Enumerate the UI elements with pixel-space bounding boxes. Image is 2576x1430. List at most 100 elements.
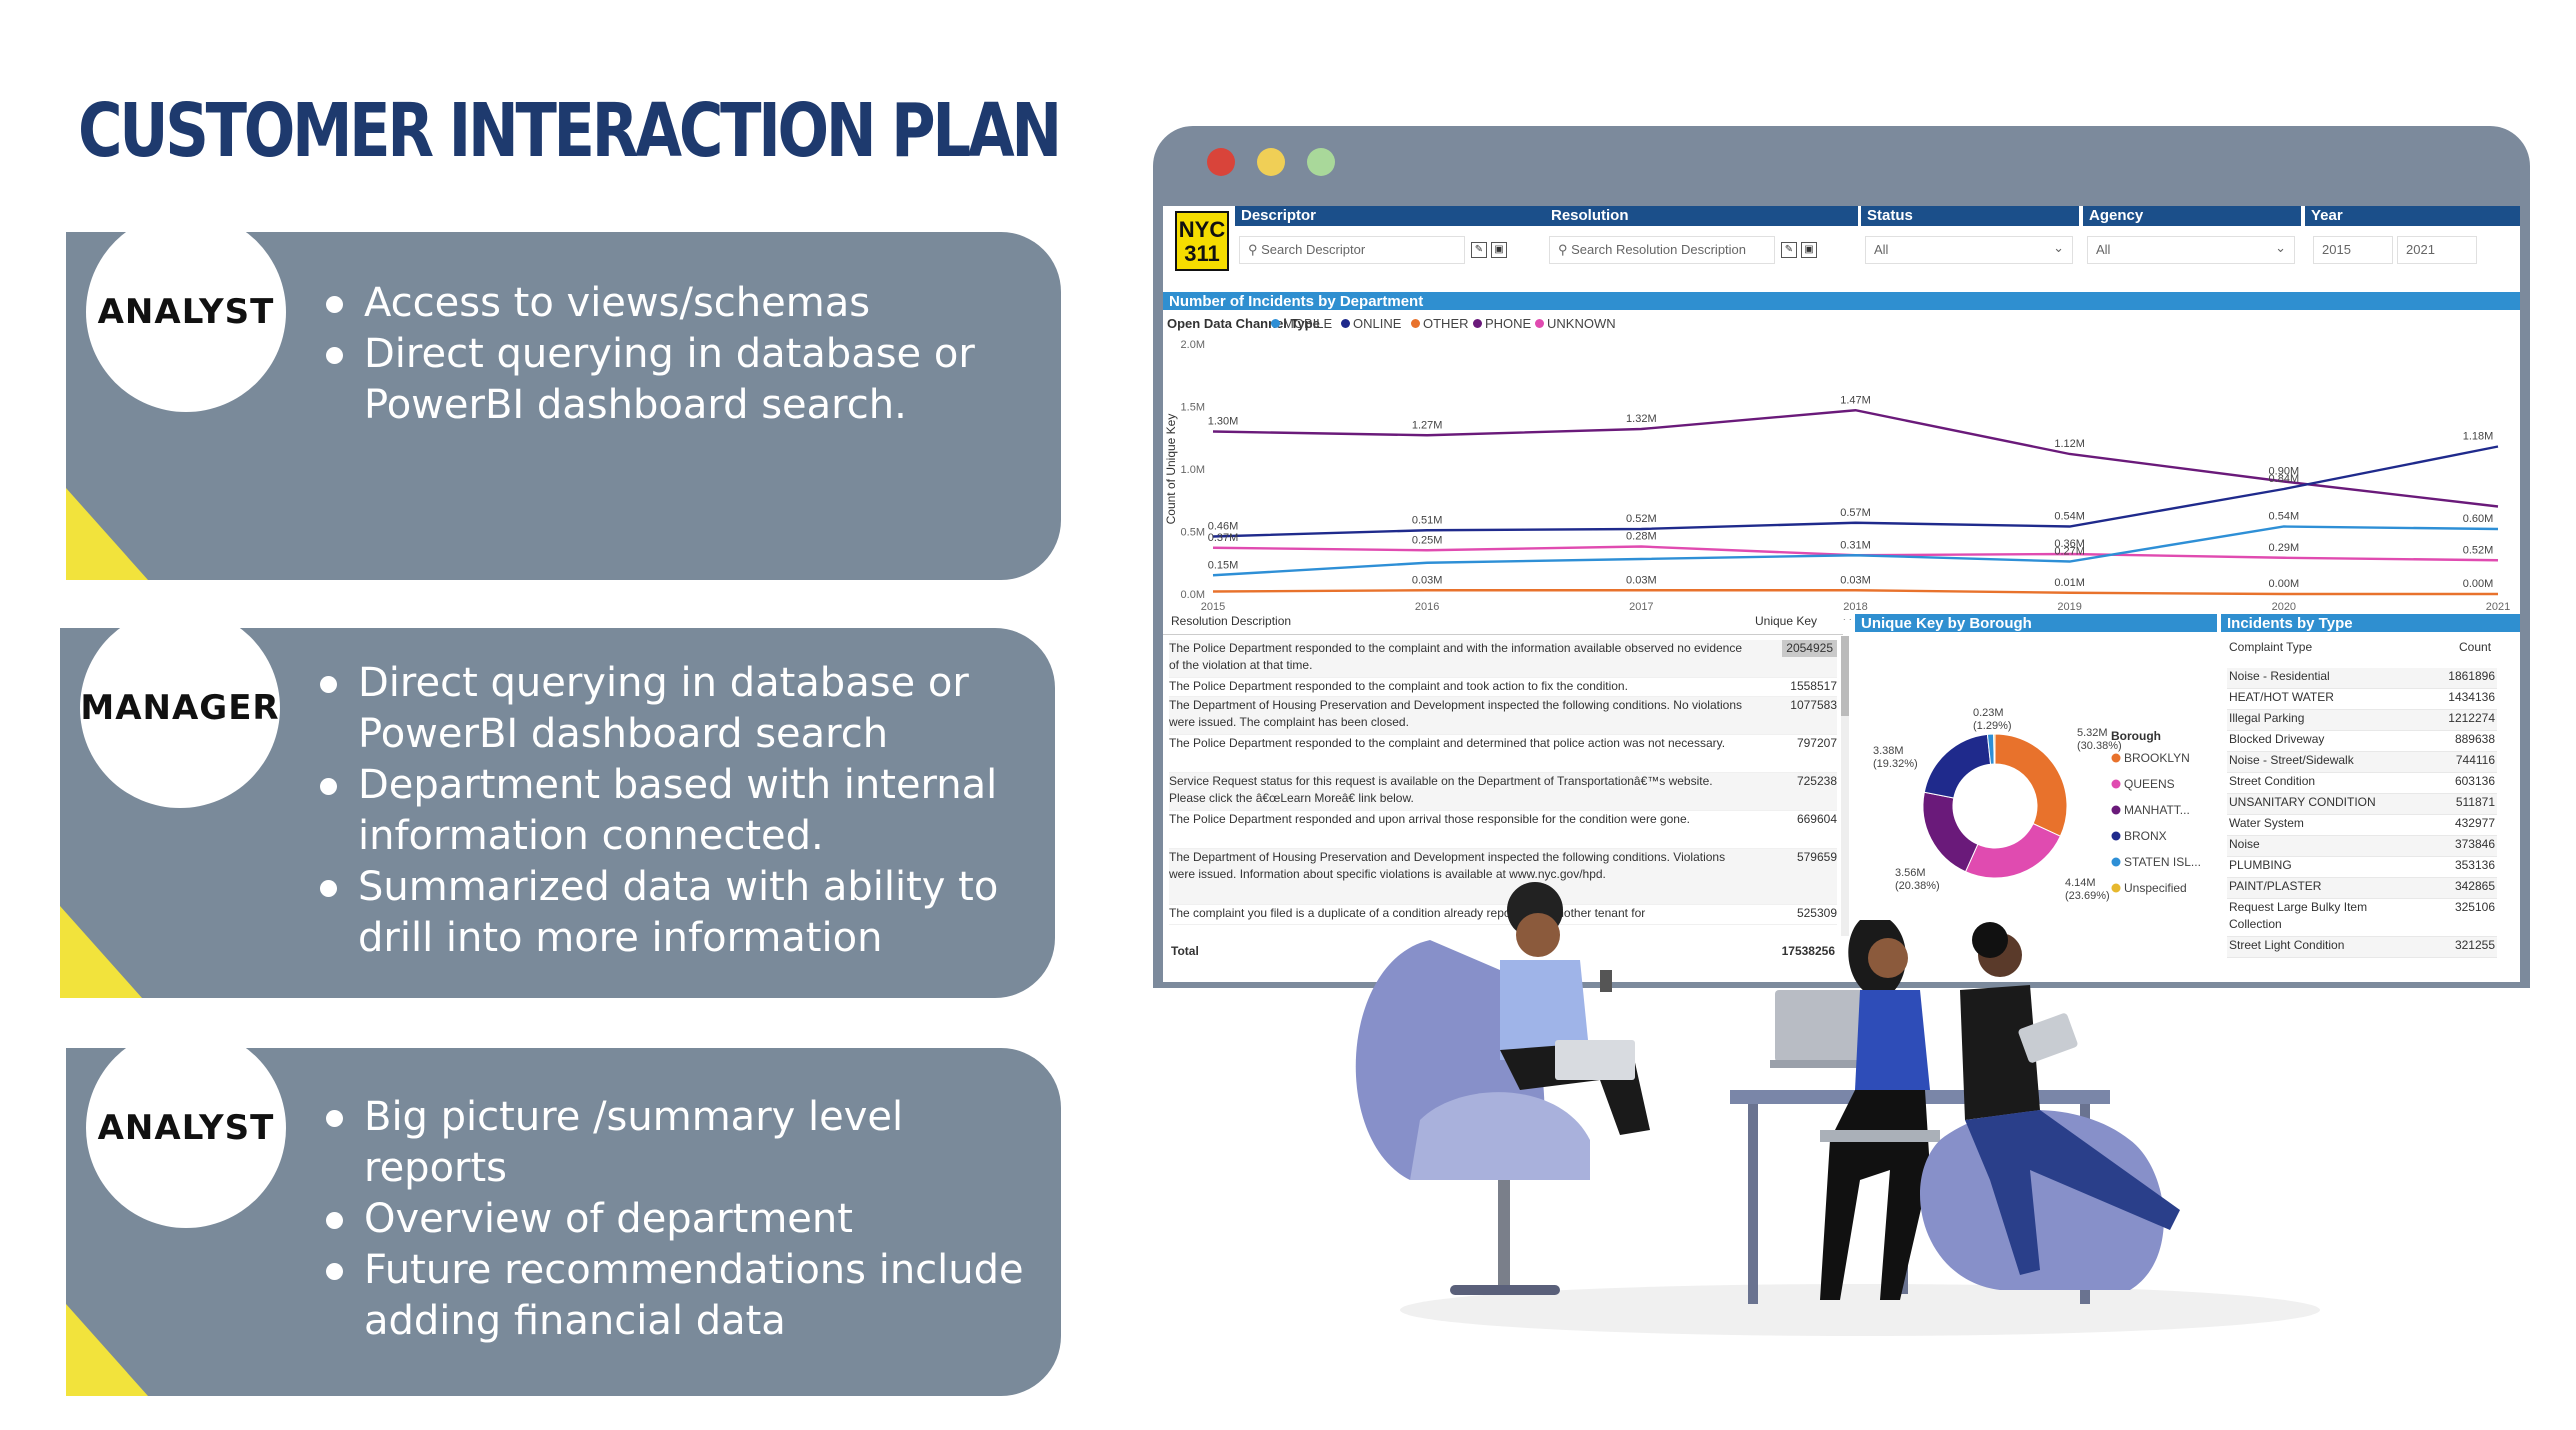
table-row[interactable]: The Police Department responded and upon… [1169, 811, 1837, 849]
x-tick-label: 2018 [1843, 601, 1867, 613]
line-section-title: Number of Incidents by Department [1163, 292, 2520, 310]
donut-slice-unspecified[interactable] [1993, 733, 1996, 765]
table-row[interactable]: Water System 432977 [2227, 815, 2497, 836]
x-tick-label: 2015 [1201, 601, 1225, 613]
legend-swatch [2111, 779, 2121, 789]
row-description: The Department of Housing Preservation a… [1169, 850, 1726, 881]
table-row[interactable]: UNSANITARY CONDITION 511871 [2227, 794, 2497, 815]
col-header-description[interactable]: Resolution Description [1171, 614, 1292, 628]
row-value: 1558517 [1790, 679, 1837, 693]
table-row[interactable]: Illegal Parking 1212274 [2227, 710, 2497, 731]
legend-item[interactable]: UNKNOWN [1535, 316, 1616, 331]
year-to-input[interactable]: 2021 [2397, 236, 2477, 264]
col-header-unique-key[interactable]: Unique Key [1755, 614, 1818, 628]
donut-slice-bronx[interactable] [1923, 733, 1992, 799]
eraser-icon[interactable]: ✎ [1781, 242, 1797, 258]
bullet-item: Direct querying in database or PowerBI d… [324, 329, 1044, 431]
minimize-dot-icon[interactable] [1257, 148, 1285, 176]
table-row[interactable]: HEAT/HOT WATER 1434136 [2227, 689, 2497, 710]
row-count: 1212274 [2448, 711, 2495, 725]
status-dropdown[interactable]: All ⌄ [1865, 236, 2073, 264]
legend-label: PHONE [1485, 316, 1532, 331]
table-row[interactable]: Street Light Condition 321255 [2227, 937, 2497, 958]
table-row[interactable]: PAINT/PLASTER 342865 [2227, 878, 2497, 899]
table-row[interactable]: The Police Department responded to the c… [1169, 640, 1837, 678]
year-header: Year [2305, 206, 2520, 226]
table-scrollbar[interactable] [1841, 636, 1849, 936]
person-woman [1820, 920, 1940, 1300]
borough-legend-item[interactable]: Unspecified [2124, 881, 2187, 895]
legend-swatch [1473, 319, 1482, 328]
borough-legend-title: Borough [2111, 729, 2161, 743]
row-type: Noise [2229, 837, 2260, 851]
table-row[interactable]: The Department of Housing Preservation a… [1169, 697, 1837, 735]
maximize-dot-icon[interactable] [1307, 148, 1335, 176]
data-label: 0.03M [1626, 574, 1657, 586]
table-row[interactable]: Noise - Street/Sidewalk 744116 [2227, 752, 2497, 773]
legend-item[interactable]: PHONE [1473, 316, 1531, 331]
row-description: The Police Department responded to the c… [1169, 736, 1726, 750]
borough-legend-item[interactable]: QUEENS [2124, 777, 2175, 791]
data-label: 0.00M [2463, 578, 2494, 590]
y-tick-label: 1.5M [1181, 402, 1205, 414]
table-row[interactable]: Street Condition 603136 [2227, 773, 2497, 794]
table-row[interactable]: Blocked Driveway 889638 [2227, 731, 2497, 752]
col-header-complaint-type[interactable]: Complaint Type [2229, 640, 2313, 654]
row-type: PAINT/PLASTER [2229, 879, 2322, 893]
dashboard-screen: NYC 311 Descriptor ⚲ Search Descriptor ✎… [1163, 206, 2520, 982]
filter-clear-icon[interactable]: ▣ [1801, 242, 1817, 258]
donut-slice-queens[interactable] [1964, 822, 2062, 879]
table-row[interactable]: PLUMBING 353136 [2227, 857, 2497, 878]
legend-item[interactable]: MOBILE [1271, 316, 1332, 331]
filter-clear-icon[interactable]: ▣ [1491, 242, 1507, 258]
borough-legend-item[interactable]: BROOKLYN [2124, 751, 2190, 765]
type-section-title: Incidents by Type [2221, 614, 2520, 632]
series-line-other[interactable] [1212, 589, 2498, 596]
egg-chair-left [1355, 940, 1590, 1295]
x-tick-label: 2019 [2057, 601, 2081, 613]
scrollbar-thumb[interactable] [1841, 636, 1849, 716]
table-row[interactable]: The Police Department responded to the c… [1169, 735, 1837, 773]
eraser-icon[interactable]: ✎ [1471, 242, 1487, 258]
data-label: 0.84M [2269, 473, 2300, 485]
series-line-online[interactable] [1212, 445, 2499, 538]
data-label: 0.37M [1208, 532, 1239, 544]
borough-legend-item[interactable]: STATEN ISL... [2124, 855, 2201, 869]
table-row[interactable]: Service Request status for this request … [1169, 773, 1837, 811]
donut-slice-manhatt[interactable] [1922, 791, 1979, 873]
borough-legend-item[interactable]: BRONX [2124, 829, 2167, 843]
col-header-count[interactable]: Count [2459, 640, 2492, 654]
resolution-search-input[interactable]: ⚲ Search Resolution Description [1549, 236, 1775, 264]
close-dot-icon[interactable] [1207, 148, 1235, 176]
agency-value: All [2096, 242, 2111, 257]
dashboard-window: NYC 311 Descriptor ⚲ Search Descriptor ✎… [1153, 126, 2530, 988]
legend-swatch [1411, 319, 1420, 328]
donut-slice-brooklyn[interactable] [1994, 733, 2068, 837]
data-label: 0.03M [1840, 574, 1871, 586]
legend-swatch [1271, 319, 1280, 328]
legend-item[interactable]: OTHER [1411, 316, 1469, 331]
data-label: 1.18M [2463, 431, 2494, 443]
series-line-mobile[interactable] [1212, 525, 2499, 577]
donut-value-label: 3.38M [1873, 745, 1904, 757]
borough-legend-item[interactable]: MANHATT... [2124, 803, 2190, 817]
legend-item[interactable]: ONLINE [1341, 316, 1401, 331]
table-row[interactable]: Request Large Bulky Item Collection 32510… [2227, 899, 2497, 937]
series-line-phone[interactable] [1212, 409, 2499, 508]
table-row[interactable]: The Police Department responded to the c… [1169, 678, 1837, 697]
agency-dropdown[interactable]: All ⌄ [2087, 236, 2295, 264]
descriptor-search-input[interactable]: ⚲ Search Descriptor [1239, 236, 1465, 264]
chevron-down-icon: ⌄ [2053, 240, 2064, 255]
bullet-list: Big picture /summary level reports Overv… [324, 1092, 1044, 1347]
bullet-item: Access to views/schemas [324, 278, 1044, 329]
legend-swatch [1341, 319, 1350, 328]
table-row[interactable]: The Department of Housing Preservation a… [1169, 849, 1837, 905]
person-man [1500, 882, 1650, 1135]
row-count: 744116 [2455, 753, 2495, 767]
table-row[interactable]: Noise 373846 [2227, 836, 2497, 857]
analyst-card-1: Access to views/schemas Direct querying … [66, 232, 1061, 580]
year-from-input[interactable]: 2015 [2313, 236, 2393, 264]
table-row[interactable]: Noise - Residential 1861896 [2227, 668, 2497, 689]
row-description: Service Request status for this request … [1169, 774, 1713, 805]
descriptor-placeholder: Search Descriptor [1261, 242, 1366, 257]
